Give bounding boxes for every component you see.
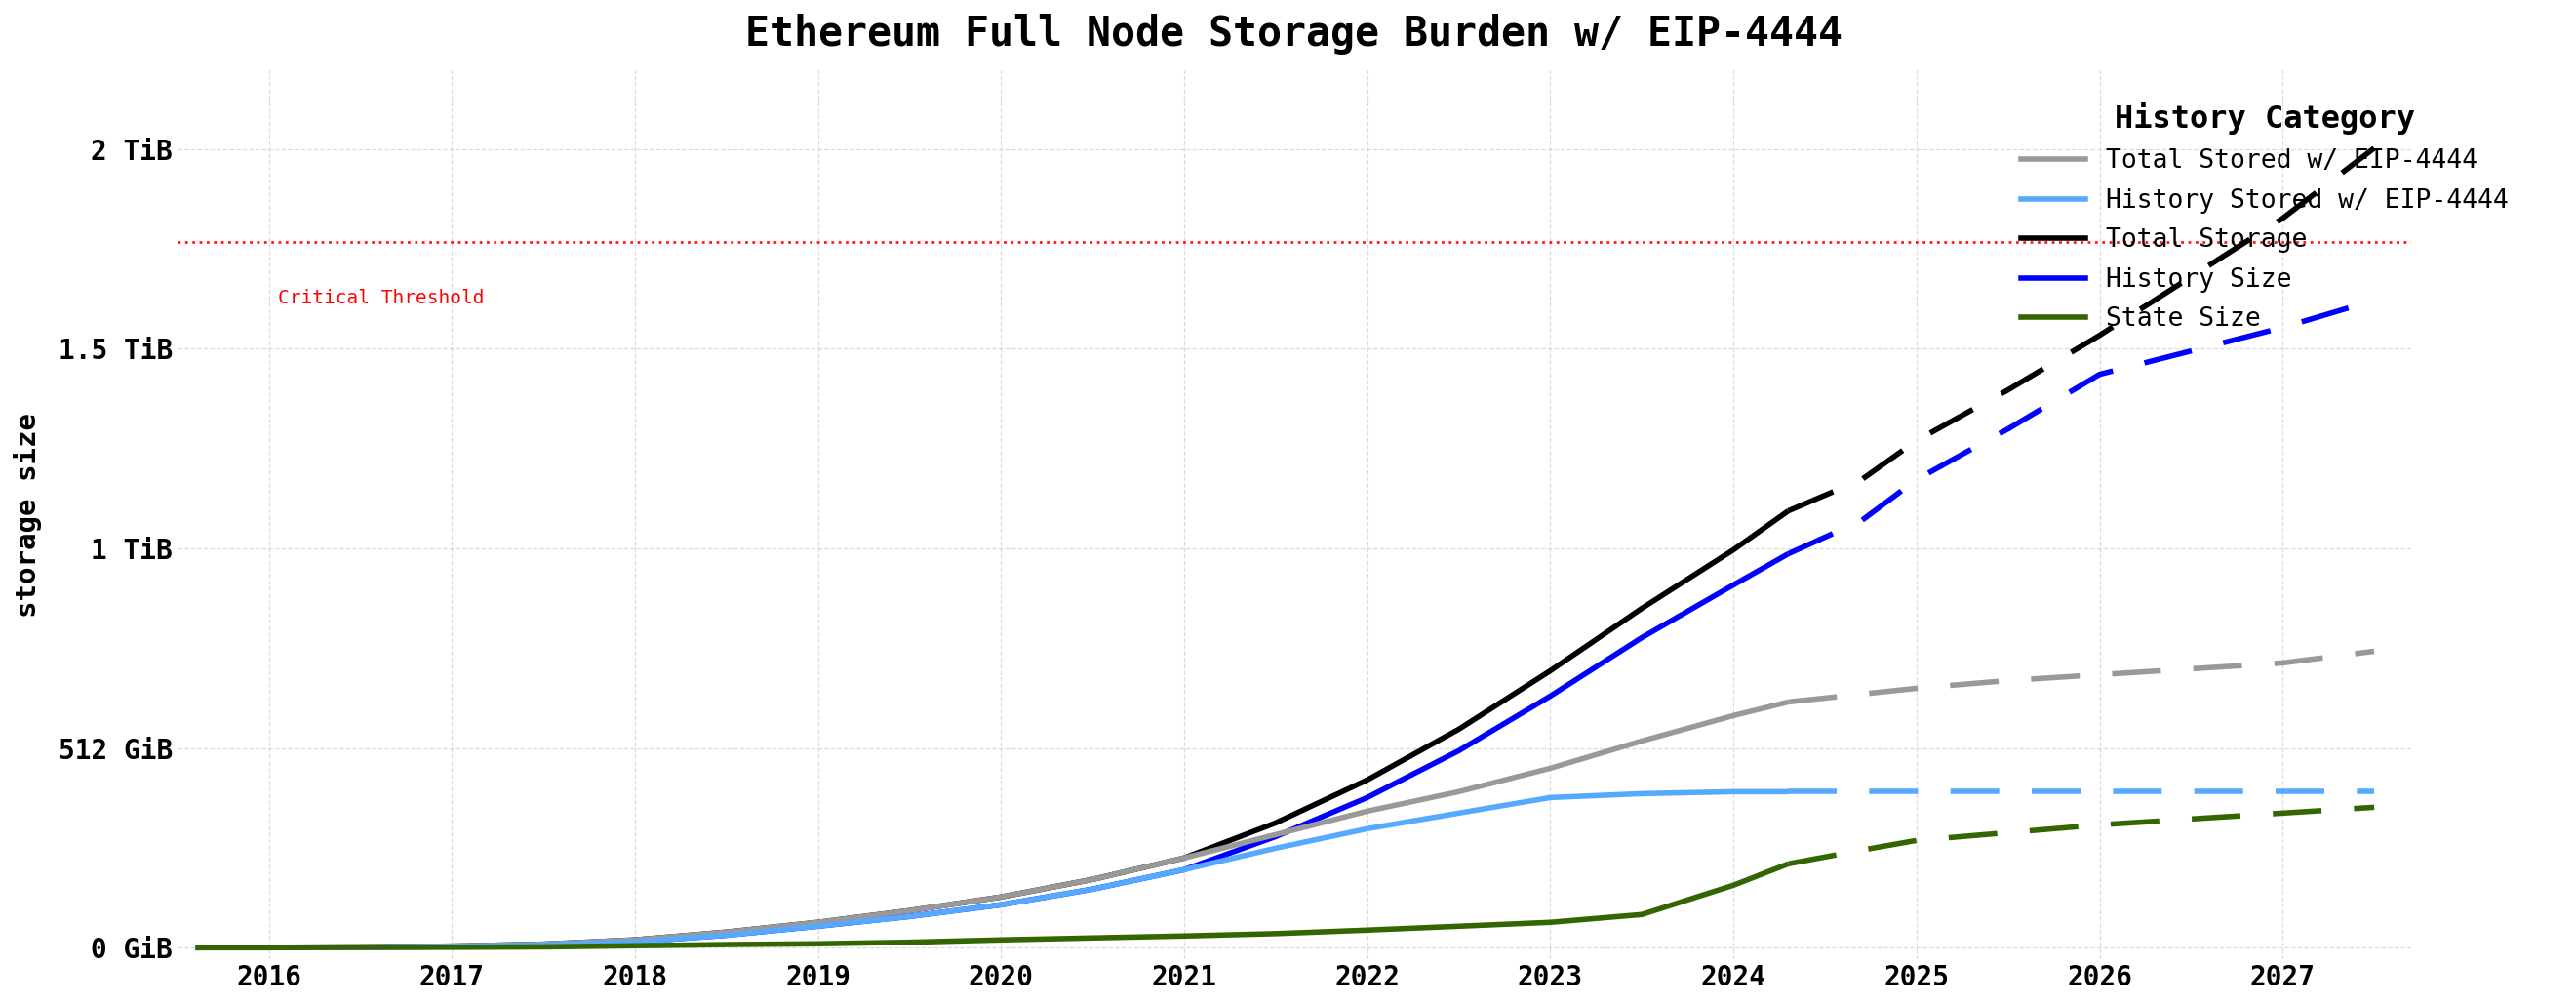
- Title: Ethereum Full Node Storage Burden w/ EIP-4444: Ethereum Full Node Storage Burden w/ EIP…: [744, 13, 1842, 54]
- Y-axis label: storage size: storage size: [13, 412, 41, 617]
- Legend: Total Stored w/ EIP-4444, History Stored w/ EIP-4444, Total Storage, History Siz: Total Stored w/ EIP-4444, History Stored…: [2009, 91, 2519, 343]
- Text: Critical Threshold: Critical Threshold: [278, 288, 484, 308]
